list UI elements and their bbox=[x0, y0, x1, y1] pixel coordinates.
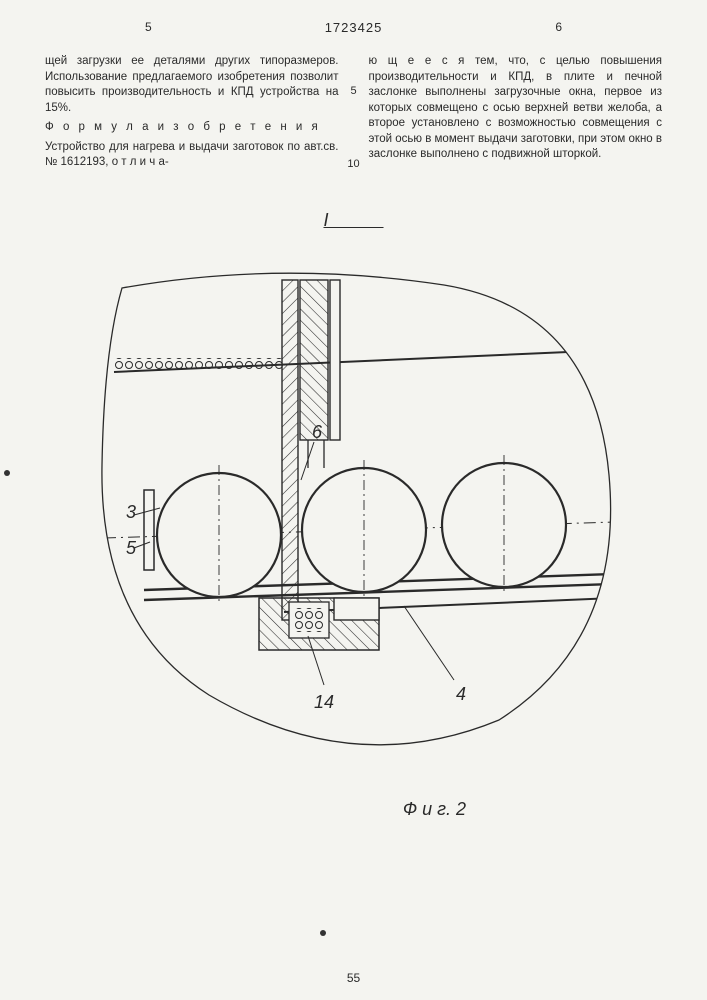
line-number-5: 5 bbox=[350, 85, 356, 97]
callout-3: 3 bbox=[126, 502, 136, 522]
callout-4: 4 bbox=[456, 684, 466, 704]
figure-label-I: I bbox=[323, 210, 383, 231]
paragraph: Устройство для нагрева и выдачи за­готов… bbox=[45, 140, 339, 171]
formula-heading: Ф о р м у л а и з о б р е т е н и я bbox=[45, 120, 339, 136]
patent-number: 1723425 bbox=[325, 20, 383, 35]
paragraph: щей загрузки ее деталями других типораз­… bbox=[45, 54, 339, 116]
technical-drawing: 3 5 6 14 4 bbox=[84, 240, 624, 770]
left-column: щей загрузки ее деталями других типораз­… bbox=[45, 54, 339, 175]
punch-mark bbox=[4, 470, 10, 476]
punch-mark bbox=[320, 930, 326, 936]
paragraph: ю щ е е с я тем, что, с целью повышения … bbox=[369, 54, 663, 163]
callout-5: 5 bbox=[126, 538, 137, 558]
figure-area: I bbox=[45, 210, 662, 830]
page-col-left: 5 bbox=[145, 20, 152, 34]
text-columns: щей загрузки ее деталями других типораз­… bbox=[45, 54, 662, 175]
right-column: ю щ е е с я тем, что, с целью повышения … bbox=[369, 54, 663, 175]
callout-6: 6 bbox=[312, 422, 323, 442]
page-col-right: 6 bbox=[555, 20, 562, 34]
page-number: 55 bbox=[347, 971, 360, 985]
line-number-10: 10 bbox=[347, 158, 359, 170]
figure-caption: Ф и г. 2 bbox=[403, 799, 466, 820]
callout-14: 14 bbox=[314, 692, 334, 712]
